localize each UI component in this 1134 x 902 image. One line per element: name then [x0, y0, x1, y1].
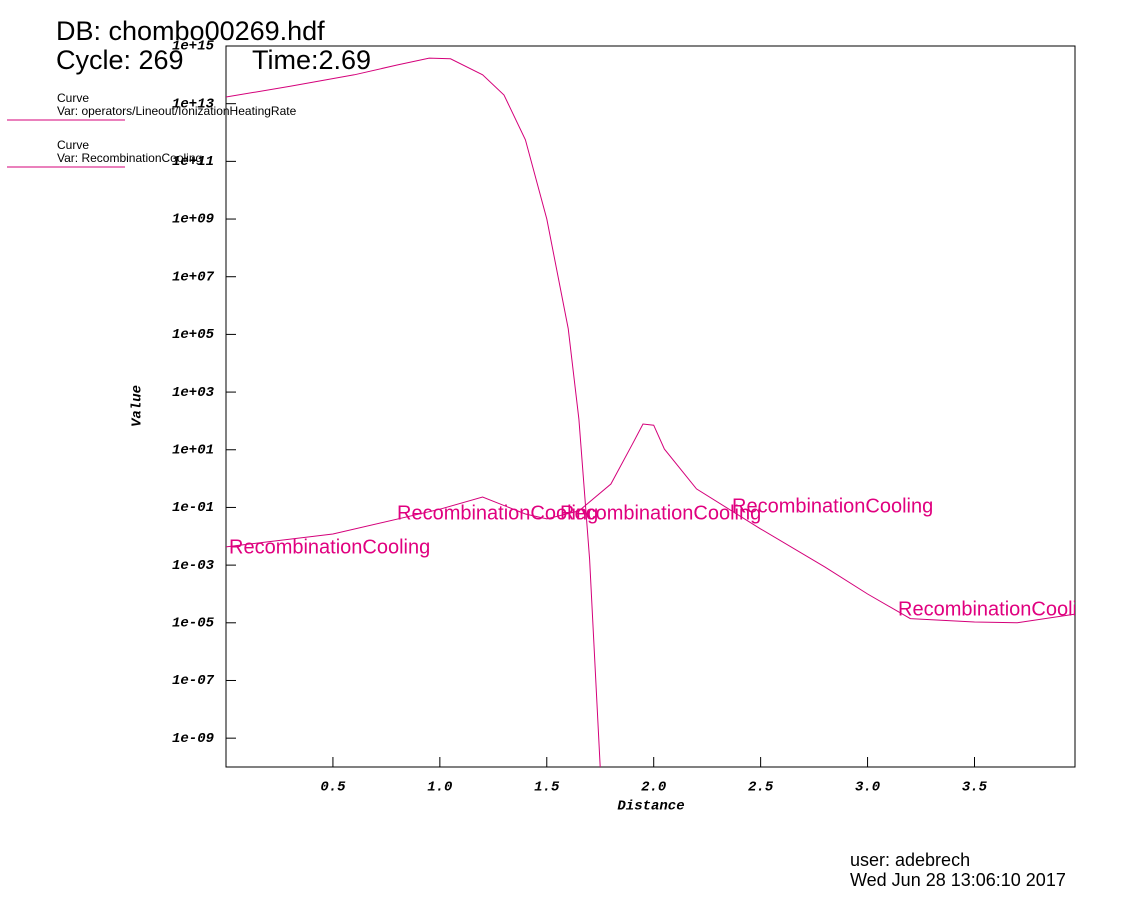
- x-axis-title: Distance: [617, 799, 684, 815]
- y-tick-label: 1e+07: [172, 269, 215, 285]
- user-label: user: adebrech: [850, 850, 970, 870]
- x-tick-label: 3.0: [855, 780, 880, 796]
- time-label: Time:2.69: [252, 45, 371, 75]
- y-tick-label: 1e+15: [172, 39, 215, 55]
- x-tick-label: 2.0: [641, 780, 666, 796]
- legend-kind: Curve: [57, 138, 89, 152]
- curve-label: RecombinationCooling: [898, 598, 1099, 620]
- date-label: Wed Jun 28 13:06:10 2017: [850, 870, 1066, 890]
- plot-frame: [225, 45, 1076, 768]
- series-line: [226, 57, 601, 767]
- x-tick-label: 0.5: [320, 780, 346, 796]
- curve-label: RecombinationCooling: [397, 502, 598, 524]
- y-tick-label: 1e+03: [172, 385, 215, 401]
- y-tick-label: 1e+05: [172, 327, 215, 343]
- y-tick-label: 1e+09: [172, 212, 214, 228]
- y-tick-label: 1e-01: [172, 500, 214, 516]
- x-tick-label: 1.0: [427, 780, 452, 796]
- x-tick-label: 3.5: [962, 780, 988, 796]
- plot-area: RecombinationCoolingRecombinationCooling…: [226, 57, 1099, 767]
- cycle-label: Cycle: 269: [56, 45, 184, 75]
- y-tick-label: 1e-09: [172, 731, 214, 747]
- y-tick-label: 1e-05: [172, 616, 215, 632]
- curve-label: RecombinationCooling: [229, 536, 430, 558]
- x-tick-label: 2.5: [748, 780, 774, 796]
- y-tick-label: 1e+01: [172, 442, 214, 458]
- series-line: [226, 423, 1075, 624]
- legend-name: Var: operators/Lineout/IonizationHeating…: [57, 104, 297, 118]
- x-tick-label: 1.5: [534, 780, 560, 796]
- legend-name: Var: RecombinationCooling: [57, 151, 202, 165]
- y-tick-label: 1e-07: [172, 673, 215, 689]
- y-axis-title: Value: [130, 385, 146, 427]
- curve-label: RecombinationCooling: [732, 495, 933, 517]
- curve-label: RecombinationCooling: [560, 502, 761, 524]
- db-title: DB: chombo00269.hdf: [56, 16, 325, 46]
- y-tick-label: 1e+11: [172, 154, 214, 170]
- y-tick-label: 1e-03: [172, 558, 215, 574]
- legend-kind: Curve: [57, 91, 89, 105]
- y-tick-label: 1e+13: [172, 96, 215, 112]
